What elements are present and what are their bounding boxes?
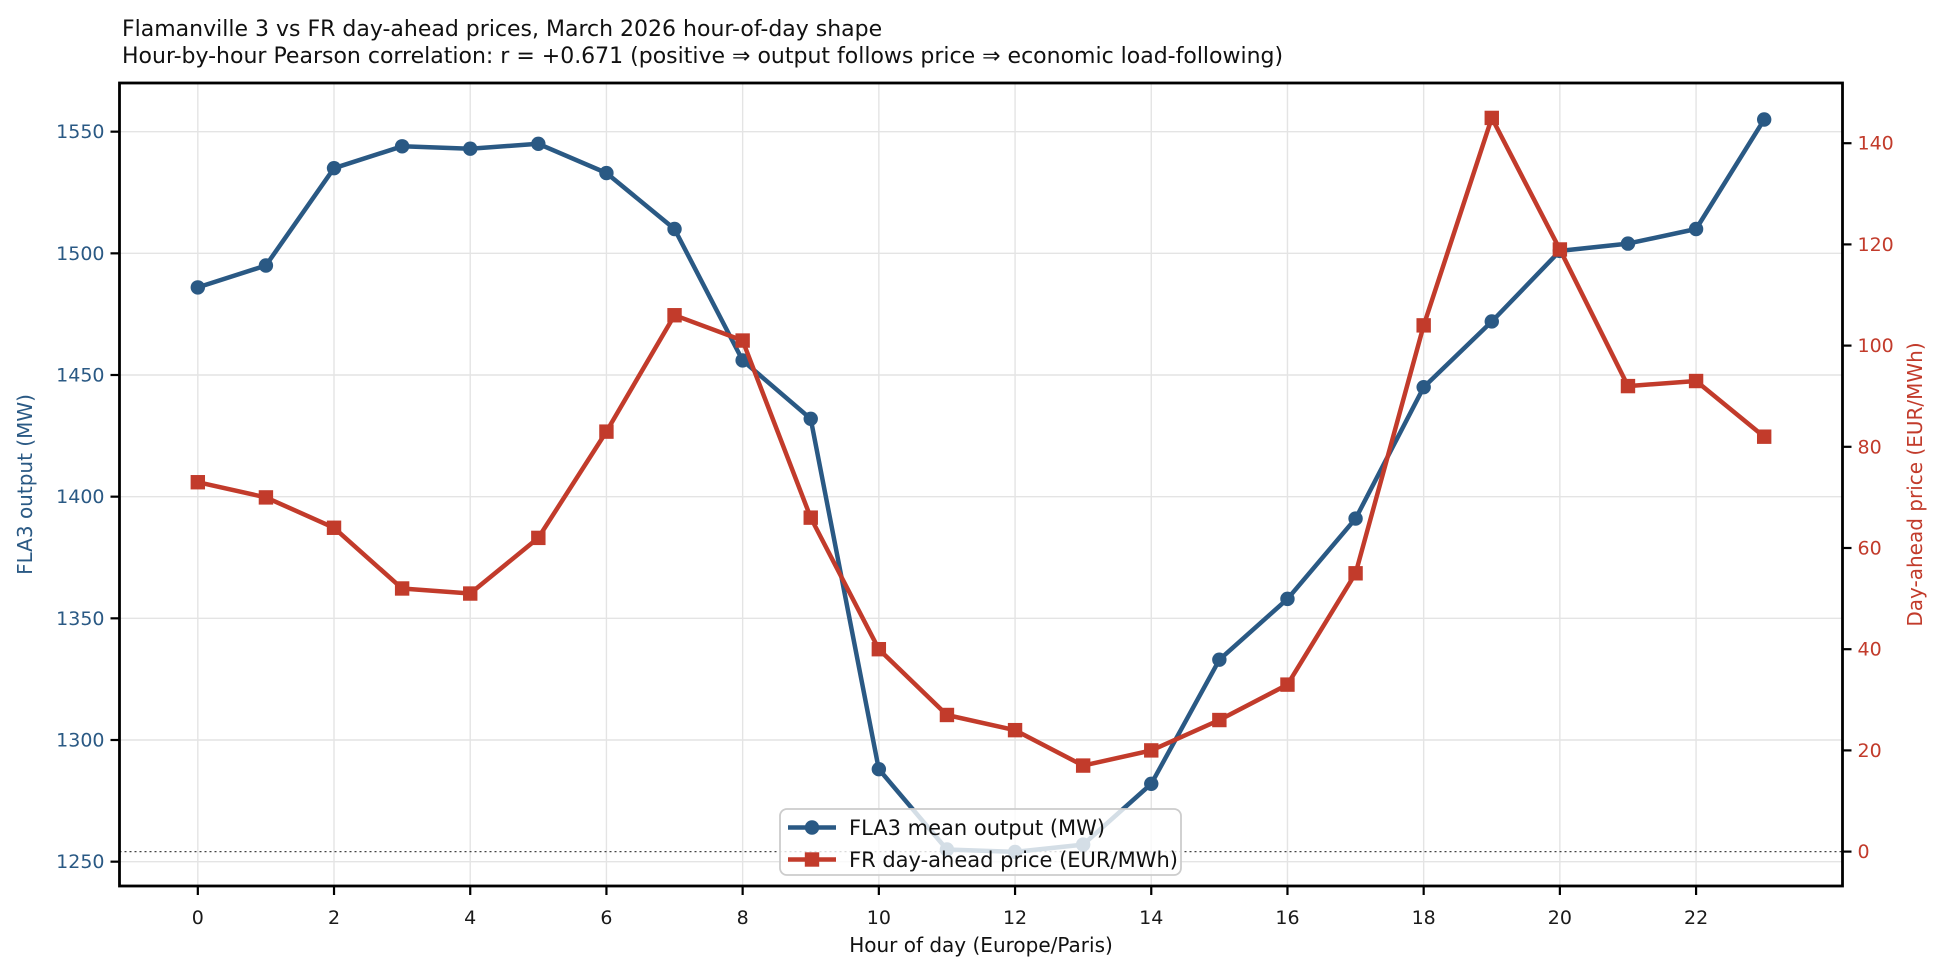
square-marker [871,641,887,657]
x-tick-label: 0 [192,907,204,929]
y-left-tick-label: 1550 [56,121,104,143]
legend-label-fla3: FLA3 mean output (MW) [849,816,1105,840]
circle-marker [1348,511,1363,526]
legend-label-price: FR day-ahead price (EUR/MWh) [849,848,1178,872]
y-right-tick-label: 100 [1858,335,1894,357]
chart-title: Flamanville 3 vs FR day-ahead prices, Ma… [122,17,882,42]
x-axis-label: Hour of day (Europe/Paris) [849,933,1113,957]
price-series [190,110,1772,773]
y-left-tick-label: 1250 [56,851,104,873]
square-marker [803,510,818,525]
square-marker [1552,242,1568,257]
square-marker [1280,677,1295,692]
y-left-tick-label: 1300 [56,730,104,752]
square-marker [1484,110,1499,126]
y-right-tick-label: 80 [1858,436,1882,458]
circle-marker [599,165,614,181]
circle-marker [803,411,818,426]
square-marker [667,308,682,323]
y-right-tick-label: 0 [1858,841,1870,863]
circle-marker [1756,112,1772,127]
circle-marker [667,221,682,237]
square-marker [394,581,410,596]
y-right-tick-label: 20 [1858,740,1882,762]
circle-marker [1416,379,1431,395]
x-tick-label: 6 [600,907,612,929]
circle-marker [190,280,206,295]
price-line [195,115,1767,768]
square-marker [463,586,478,601]
y-left-tick-label: 1500 [56,243,104,265]
x-tick-label: 18 [1412,907,1436,929]
y-right-tick-label: 140 [1858,133,1894,155]
circle-marker [531,136,546,152]
legend: FLA3 mean output (MW) FR day-ahead price… [779,808,1182,876]
circle-marker [1212,652,1227,667]
y-right-tick-label: 60 [1858,538,1882,560]
circle-marker [1620,236,1636,251]
x-tick-label: 20 [1548,907,1572,929]
circle-marker [326,160,342,176]
circle-marker [1484,314,1499,329]
square-marker [1075,758,1091,773]
x-tick-label: 2 [328,907,340,929]
x-tick-label: 22 [1684,907,1708,929]
square-marker [1620,378,1636,394]
circle-marker [1144,776,1159,791]
legend-box [779,808,1182,876]
circle-marker [394,139,410,154]
circle-marker [735,353,750,368]
square-marker [1756,429,1772,444]
circle-marker [871,762,887,777]
x-tick-label: 8 [737,907,749,929]
square-marker [326,520,342,535]
square-marker [735,333,750,348]
square-marker [1416,318,1431,333]
circle-marker [1688,221,1704,237]
circle-marker [463,141,478,156]
square-marker [599,424,614,439]
x-tick-label: 14 [1139,907,1163,929]
square-marker [1007,722,1023,738]
y-right-tick-label: 120 [1858,234,1894,256]
axis-ticks: 0 2 4 6 8 10 12 14 16 18 20 22125013001350140014501… [56,121,1894,929]
square-marker [1212,712,1227,728]
x-tick-label: 10 [867,907,891,929]
legend-square-marker-icon [804,852,820,867]
circle-marker [258,258,274,273]
square-marker [939,707,955,723]
x-tick-label: 12 [1003,907,1027,929]
y-axis-label-left: FLA3 output (MW) [13,394,37,575]
square-marker [190,475,206,490]
y-left-tick-label: 1450 [56,365,104,387]
gridlines [119,83,1843,886]
chart-subtitle: Hour-by-hour Pearson correlation: r = +0… [122,44,1283,69]
square-marker [1348,566,1363,581]
x-tick-label: 4 [464,907,476,929]
legend-circle-marker-icon [804,820,820,835]
circle-marker [1280,591,1295,607]
plot-frame [118,81,1844,888]
square-marker [1688,373,1704,389]
y-left-tick-label: 1400 [56,486,104,508]
square-marker [258,490,274,505]
square-marker [1144,743,1159,758]
y-left-tick-label: 1350 [56,608,104,630]
x-tick-label: 16 [1275,907,1299,929]
y-axis-label-right: Day-ahead price (EUR/MWh) [1903,342,1927,626]
square-marker [531,530,546,546]
y-right-tick-label: 40 [1858,639,1882,661]
